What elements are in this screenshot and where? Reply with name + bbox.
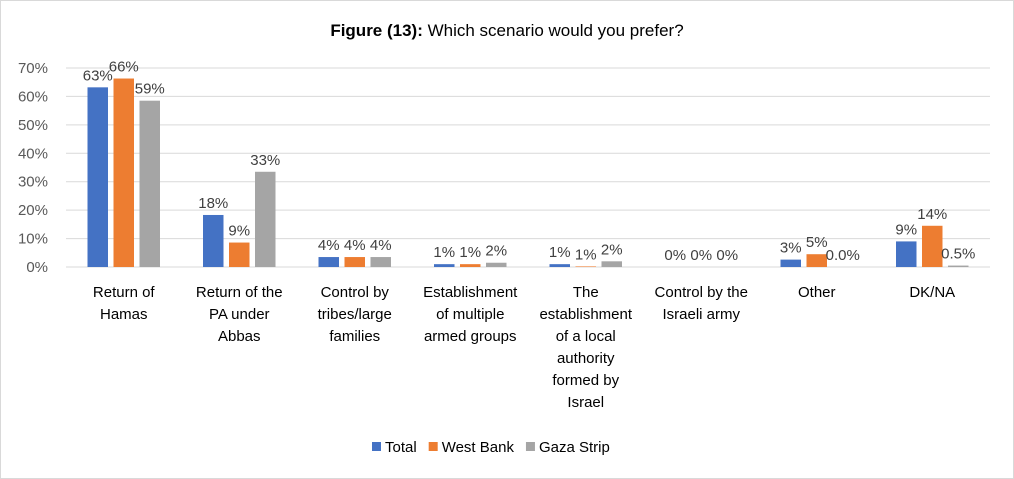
x-category-label: Establishment of multiple armed groups xyxy=(423,284,518,345)
legend-swatch xyxy=(525,442,535,451)
data-label: 2% xyxy=(485,243,507,260)
x-category-label: Return of the PA under Abbas xyxy=(196,284,283,345)
category-line: DK/NA xyxy=(909,284,955,301)
bar-total xyxy=(87,87,108,268)
bar-west-bank xyxy=(344,257,365,267)
category-line: families xyxy=(329,328,380,345)
category-line: tribes/large xyxy=(318,306,392,323)
x-category-label: DK/NA xyxy=(909,284,955,301)
bar-west-bank xyxy=(113,78,134,267)
bar-west-bank xyxy=(806,254,827,267)
bar-gaza-strip xyxy=(139,100,160,267)
x-category-label: The establishment of a local authority forme… xyxy=(539,284,632,411)
bar-gaza-strip xyxy=(370,257,391,267)
category-line: Control by xyxy=(321,284,390,301)
data-label: 66% xyxy=(109,59,139,76)
legend-swatch xyxy=(372,442,381,451)
y-tick-label: 50% xyxy=(18,117,48,134)
x-category-label: Control by the Israeli army xyxy=(655,284,748,323)
legend-label: Total xyxy=(385,439,417,456)
y-tick-label: 10% xyxy=(18,231,48,248)
category-line: Hamas xyxy=(100,306,148,323)
category-line: PA under xyxy=(209,306,270,323)
data-label: 9% xyxy=(228,223,250,240)
data-label: 18% xyxy=(198,195,228,212)
bar-total xyxy=(896,241,917,267)
title-rest: Which scenario would you prefer? xyxy=(423,21,684,40)
bar-total xyxy=(203,214,224,267)
category-line: of multiple xyxy=(436,306,504,323)
category-line: The xyxy=(573,284,599,301)
bar-gaza-strip xyxy=(601,261,622,267)
data-label: 9% xyxy=(895,221,917,238)
category-line: armed groups xyxy=(424,328,517,345)
bar-west-bank xyxy=(575,266,596,267)
bar-west-bank xyxy=(922,225,943,267)
data-label: 4% xyxy=(370,237,392,254)
category-line: Israeli army xyxy=(662,306,740,323)
chart-title: Figure (13): Which scenario would you pr… xyxy=(330,21,683,40)
data-label: 1% xyxy=(575,246,597,263)
title-bold: Figure (13): xyxy=(330,21,423,40)
bar-west-bank xyxy=(460,264,481,267)
data-label: 4% xyxy=(318,237,340,254)
bar-total xyxy=(318,257,339,267)
x-category-label: Other xyxy=(798,284,836,301)
y-tick-label: 70% xyxy=(18,60,48,77)
data-label: 0% xyxy=(664,247,686,264)
category-line: Other xyxy=(798,284,836,301)
data-label: 63% xyxy=(83,67,113,84)
y-tick-label: 60% xyxy=(18,88,48,105)
data-label: 0% xyxy=(690,247,712,264)
category-line: Return of the xyxy=(196,284,283,301)
category-line: of a local xyxy=(556,328,616,345)
data-label: 4% xyxy=(344,237,366,254)
category-line: establishment xyxy=(539,306,632,323)
y-tick-label: 20% xyxy=(18,202,48,219)
bar-total xyxy=(434,264,455,267)
category-line: formed by xyxy=(552,372,619,389)
bar-total xyxy=(780,259,801,267)
data-label: 1% xyxy=(549,244,571,261)
data-label: 1% xyxy=(459,244,481,261)
legend-swatch xyxy=(428,442,438,451)
bar-gaza-strip xyxy=(486,262,507,267)
category-line: Control by the xyxy=(655,284,748,301)
legend-label: West Bank xyxy=(442,439,515,456)
data-label: 1% xyxy=(433,244,455,261)
data-label: 33% xyxy=(250,152,280,169)
category-line: Israel xyxy=(567,394,604,411)
y-tick-label: 40% xyxy=(18,145,48,162)
bar-west-bank xyxy=(229,242,250,267)
data-label: 2% xyxy=(601,241,623,258)
x-category-label: Return of Hamas xyxy=(93,284,156,323)
y-tick-label: 0% xyxy=(26,259,48,276)
bar-gaza-strip xyxy=(948,265,969,267)
x-category-label: Control by tribes/large families xyxy=(318,284,392,345)
bar-total xyxy=(549,264,570,267)
legend-label: Gaza Strip xyxy=(539,439,610,456)
data-label: 0% xyxy=(716,247,738,264)
category-line: Establishment xyxy=(423,284,518,301)
category-line: Return of xyxy=(93,284,156,301)
data-label: 5% xyxy=(806,234,828,251)
data-label: 3% xyxy=(780,240,802,257)
data-label: 14% xyxy=(917,206,947,223)
data-label: 59% xyxy=(135,81,165,98)
category-line: Abbas xyxy=(218,328,261,345)
bar-gaza-strip xyxy=(255,171,276,267)
data-label: 0.5% xyxy=(941,246,975,263)
category-line: authority xyxy=(557,350,615,367)
y-tick-label: 30% xyxy=(18,174,48,191)
data-label: 0.0% xyxy=(826,247,860,264)
